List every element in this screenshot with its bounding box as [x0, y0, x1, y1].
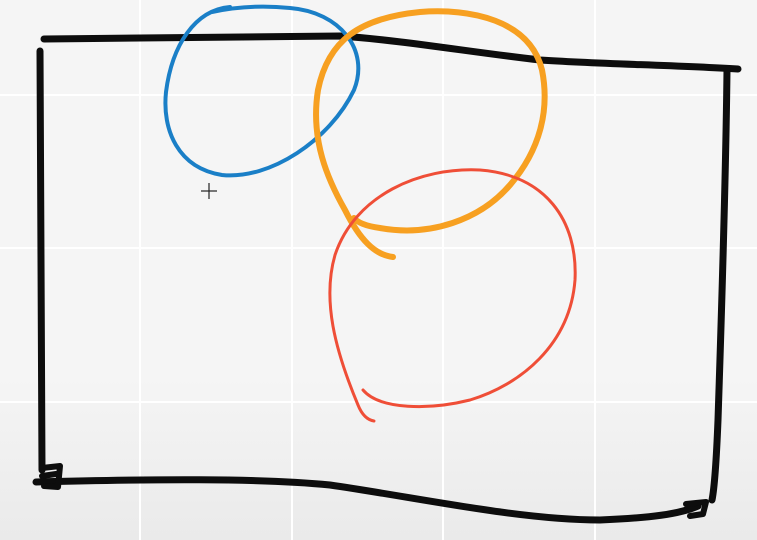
red-loop-stroke — [328, 168, 577, 423]
blue-loop-stroke — [163, 4, 361, 178]
frame-left-stroke — [36, 47, 46, 474]
frame-bottom-left-scribble — [39, 463, 63, 490]
frame-top-stroke — [40, 32, 742, 73]
frame-right-stroke — [708, 66, 731, 504]
frame-bottom-stroke — [32, 476, 702, 524]
frame-bottom-right-scribble — [683, 499, 709, 519]
orange-loop-stroke — [313, 8, 548, 260]
black-frame-stroke — [32, 32, 742, 524]
crosshair-cursor-icon — [201, 183, 217, 199]
